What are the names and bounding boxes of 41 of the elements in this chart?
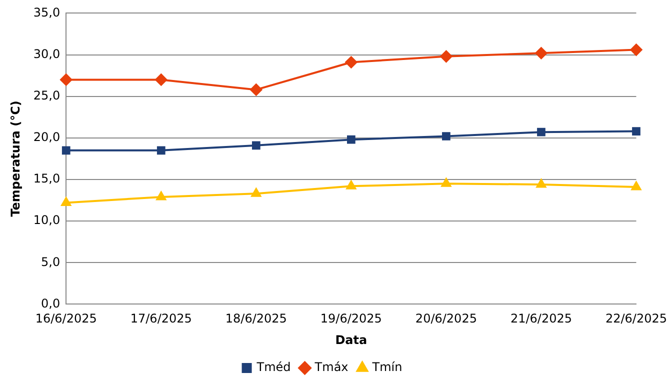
point <box>156 146 166 155</box>
point <box>155 74 168 86</box>
point <box>345 56 358 68</box>
y-tick-label: 15,0 <box>33 172 60 186</box>
point <box>346 135 356 144</box>
x-tick-label: 17/6/2025 <box>130 312 192 326</box>
y-tick-label: 30,0 <box>33 46 60 61</box>
y-tick-label: 5,0 <box>41 254 60 269</box>
x-tick-label: 21/6/2025 <box>510 312 572 326</box>
point <box>251 188 262 197</box>
x-tick-label: 20/6/2025 <box>415 312 477 326</box>
point <box>537 128 546 136</box>
y-axis-title: Temperatura (°C) <box>8 100 22 217</box>
y-tick-label: 35,0 <box>33 5 60 20</box>
y-tick-label: 10,0 <box>33 213 60 228</box>
point <box>631 181 642 190</box>
legend-label: Tméd <box>256 360 291 374</box>
point <box>61 197 72 206</box>
legend-label: Tmín <box>371 360 402 374</box>
y-tick-label: 20,0 <box>33 130 60 144</box>
x-tick-label: 18/6/2025 <box>225 312 287 326</box>
point <box>442 132 450 140</box>
x-axis-title: Data <box>335 332 368 347</box>
point <box>632 127 640 136</box>
point <box>156 191 166 200</box>
x-tick-label: 22/6/2025 <box>605 312 667 326</box>
point <box>62 146 70 155</box>
point <box>630 44 642 56</box>
point <box>346 180 356 190</box>
point <box>536 178 546 188</box>
y-tick-label: 0,0 <box>41 296 60 310</box>
point <box>252 141 260 150</box>
x-tick-label: 16/6/2025 <box>35 312 97 326</box>
x-tick-label: 19/6/2025 <box>320 312 382 326</box>
point <box>60 74 72 86</box>
point <box>441 178 452 187</box>
point <box>535 47 548 60</box>
point <box>250 84 262 96</box>
point <box>440 50 452 62</box>
y-tick-label: 25,0 <box>33 88 60 102</box>
legend-label: Tmáx <box>314 360 348 374</box>
